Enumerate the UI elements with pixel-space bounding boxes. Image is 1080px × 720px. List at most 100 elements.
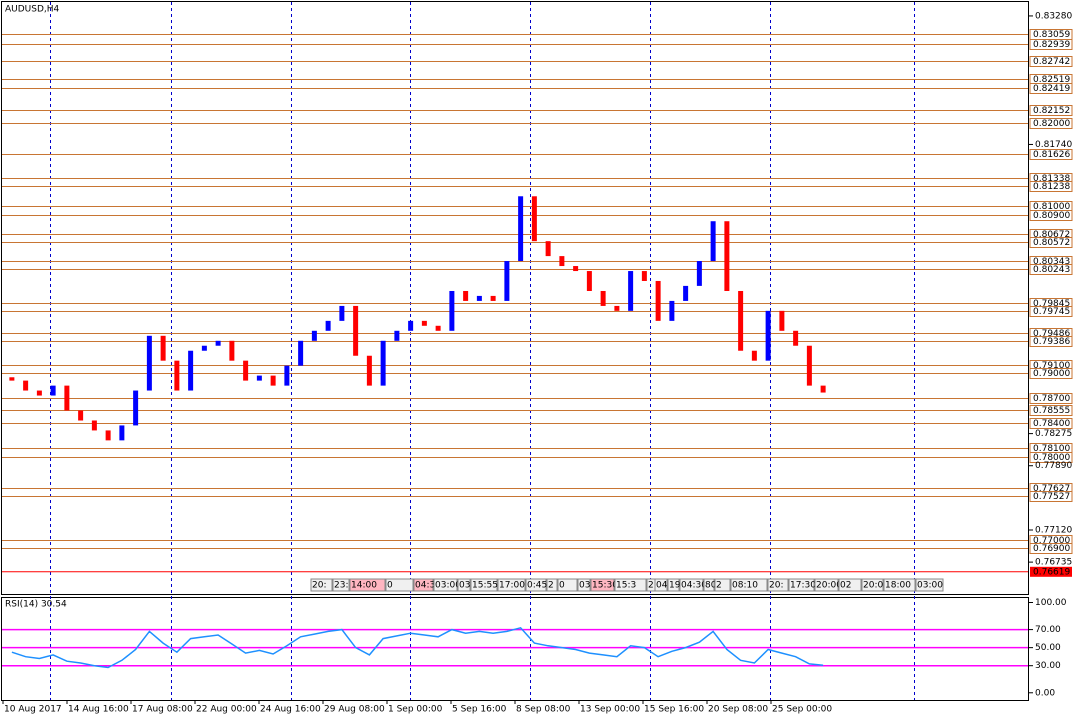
time-box-label: 19 (669, 581, 681, 591)
level-label-box (1029, 336, 1073, 347)
time-box-label: 15:30 (592, 581, 618, 591)
candle-body (504, 261, 510, 301)
candle-body (229, 340, 235, 361)
level-label: 0.79745 (1033, 307, 1070, 317)
level-label-box (1029, 452, 1073, 463)
time-box (525, 578, 547, 592)
time-box (497, 578, 526, 592)
candle-body (50, 385, 56, 396)
time-box-label: 15:55 (472, 581, 498, 591)
candle-body (9, 377, 15, 381)
candle-body (793, 330, 799, 346)
time-box (703, 578, 715, 592)
time-box-label: 04:3 (415, 581, 435, 591)
candle-body (394, 330, 400, 341)
candle-body (531, 196, 537, 242)
level-label: 0.82000 (1033, 119, 1070, 129)
time-box-label: 03 (579, 581, 590, 591)
level-label: 0.80343 (1033, 257, 1070, 267)
level-label-box (1029, 56, 1073, 67)
time-box-label: 17:00 (499, 581, 525, 591)
time-box-label: 20: (769, 581, 783, 591)
level-label-box (1029, 210, 1073, 221)
candle-body (710, 221, 716, 262)
x-tick-label: 10 Aug 2017 (4, 705, 62, 715)
level-label-box (1029, 393, 1073, 404)
time-box (883, 578, 916, 592)
time-box-label: 04 (656, 581, 668, 591)
candle-body (490, 295, 496, 301)
time-box (730, 578, 768, 592)
time-box (577, 578, 591, 592)
candle-body (243, 360, 249, 381)
x-tick-label: 15 Sep 16:00 (644, 705, 704, 715)
time-box-label: 15:3 (616, 581, 636, 591)
level-label: 0.79486 (1033, 329, 1070, 339)
candle-body (146, 335, 152, 391)
x-tick-label: 22 Aug 00:00 (196, 705, 257, 715)
level-label: 0.77627 (1033, 484, 1070, 494)
candle-body (366, 355, 372, 386)
level-label: 0.79845 (1033, 299, 1070, 309)
current-price-label: 0.76619 (1033, 567, 1070, 577)
level-label-box (1029, 39, 1073, 50)
time-box (614, 578, 647, 592)
time-box (546, 578, 558, 592)
candle-body (518, 196, 524, 262)
candle-body (586, 271, 592, 291)
time-box-label: 20:00 (863, 581, 889, 591)
candle-body (765, 310, 771, 361)
y-tick-label: 0.83280 (1035, 11, 1072, 21)
level-label: 0.76900 (1033, 544, 1070, 554)
time-box (470, 578, 498, 592)
candle-body (311, 330, 317, 341)
current-price-box (1030, 566, 1072, 577)
x-tick-label: 29 Aug 08:00 (324, 705, 385, 715)
level-label-box (1029, 237, 1073, 248)
y-tick-label: 30.00 (1035, 661, 1061, 671)
candle-body (724, 221, 730, 291)
candle-body (669, 300, 675, 321)
candle-body (119, 425, 125, 441)
level-label: 0.79100 (1033, 361, 1070, 371)
y-tick-label: 0.77120 (1035, 525, 1072, 535)
candle-body (298, 340, 304, 366)
time-box-label: 20: (312, 581, 326, 591)
y-tick-label: 0.00 (1035, 688, 1055, 698)
time-box-label: 23: (334, 581, 348, 591)
level-label: 0.78100 (1033, 444, 1070, 454)
level-label-box (1029, 149, 1073, 160)
candle-body (683, 285, 689, 301)
candle-body (614, 305, 620, 311)
time-box (915, 578, 944, 592)
level-label: 0.82152 (1033, 106, 1070, 116)
y-tick-label: 0.78275 (1035, 429, 1072, 439)
level-label: 0.82419 (1033, 84, 1070, 94)
level-label-box (1029, 105, 1073, 116)
level-label: 0.77527 (1033, 492, 1070, 502)
candle-body (820, 385, 826, 393)
rsi-line (11, 626, 824, 669)
time-box (332, 578, 350, 592)
time-box-label: 03:00 (917, 581, 943, 591)
time-box-label: 2 (648, 581, 654, 591)
level-label: 0.78000 (1033, 453, 1070, 463)
time-box-label: 03 (459, 581, 470, 591)
time-box (433, 578, 458, 592)
time-box-label: 17:30 (790, 581, 816, 591)
candle-body (435, 325, 441, 331)
time-box (385, 578, 414, 592)
x-tick-label: 8 Sep 08:00 (516, 705, 571, 715)
candle-body (449, 290, 455, 331)
level-label-box (1029, 405, 1073, 416)
time-box-label: 2 (548, 581, 554, 591)
time-box (679, 578, 704, 592)
x-tick-label: 14 Aug 16:00 (68, 705, 129, 715)
candle-body (133, 390, 139, 426)
candle-body (463, 290, 469, 301)
candle-body (408, 320, 414, 331)
time-box-label: 0 (559, 581, 565, 591)
time-box (413, 578, 434, 592)
level-label: 0.78700 (1033, 394, 1070, 404)
